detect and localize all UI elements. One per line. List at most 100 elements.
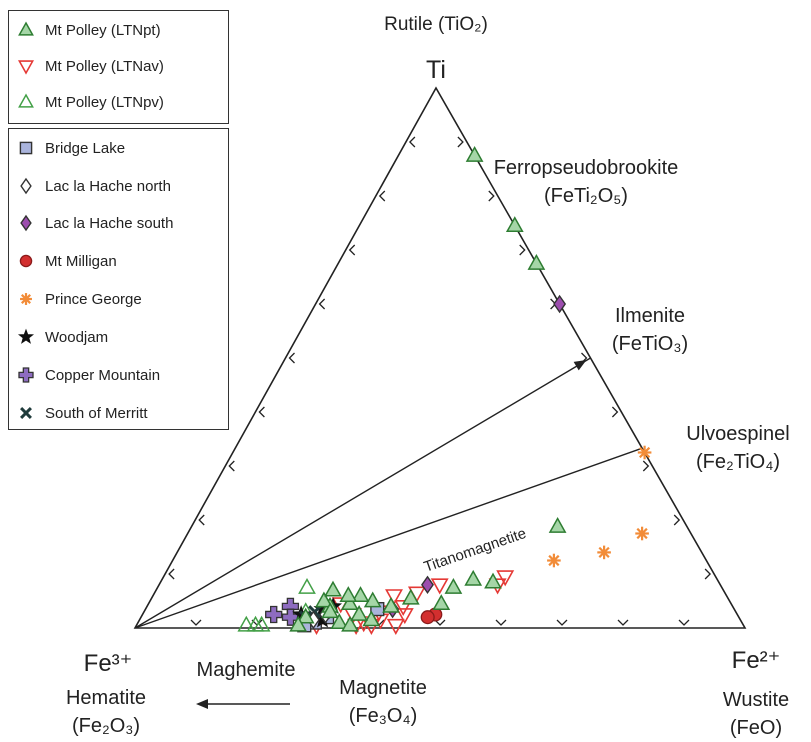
point-mt-polley-ltnpt: [444, 577, 463, 594]
ulvoespinel-tie-line: [134, 447, 643, 629]
star-marker-icon: [17, 328, 35, 344]
point-mt-polley-ltnpt: [330, 613, 349, 629]
ulvoespinel-label: Ulvoespinel: [686, 423, 789, 445]
point-prince-george: [635, 526, 649, 541]
point-mt-polley-ltnpt: [289, 615, 308, 632]
cross-marker-icon: [18, 367, 34, 383]
point-mt-polley-ltnpt: [296, 607, 315, 624]
left-edge-tick: [258, 406, 265, 418]
fe3-vertex-label: Fe³⁺: [84, 650, 133, 677]
left-edge-tick: [408, 136, 416, 148]
left-edge-tick: [318, 298, 326, 310]
point-mt-polley-ltnpt: [464, 569, 483, 586]
legend-mt-polley: Mt Polley (LTNpt) Mt Polley (LTNav) Mt P…: [8, 10, 229, 124]
point-mt-polley-ltnpt: [321, 602, 339, 619]
wustite-label: Wustite: [723, 689, 789, 711]
left-edge-tick: [348, 244, 356, 256]
point-mt-polley-ltnpt: [351, 586, 370, 602]
point-mt-polley-ltnpt: [339, 586, 358, 602]
legend-label: Mt Polley (LTNpt): [45, 21, 161, 39]
ti-vertex-label: Ti: [426, 56, 446, 84]
legend-label: Lac la Hache north: [45, 177, 171, 195]
point-mt-polley-ltnpt: [362, 610, 381, 627]
legend-item-mt-polley-ltnpv: Mt Polley (LTNpv): [17, 91, 164, 113]
point-mt-polley-ltnav: [386, 618, 405, 635]
legend-label: Lac la Hache south: [45, 214, 174, 232]
right-edge-tick: [519, 244, 526, 256]
triangle-up-marker-icon: [18, 93, 34, 108]
left-edge-tick: [378, 190, 386, 202]
point-mt-polley-ltnpv: [298, 577, 316, 594]
point-lac-la-hache-south: [421, 575, 434, 595]
ilmenite-label: Ilmenite: [615, 305, 685, 327]
ferropseudobrookite-label: Ferropseudobrookite: [494, 157, 679, 179]
maghemite-arrowhead: [196, 699, 208, 709]
point-mt-polley-ltnpt: [350, 604, 368, 621]
legend-label: Woodjam: [45, 328, 109, 346]
point-mt-polley-ltnpt: [341, 615, 359, 632]
point-mt-polley-ltnav: [385, 589, 403, 606]
right-edge-tick: [673, 514, 681, 526]
rutile-label: Rutile (TiO₂): [384, 14, 488, 35]
legend-item-copper-mountain: Copper Mountain: [17, 364, 160, 386]
legend-item-prince-george: Prince George: [17, 288, 142, 310]
point-mt-milligan: [420, 610, 435, 625]
legend-label: Copper Mountain: [45, 366, 161, 384]
titanomagnetite-label: Titanomagnetite: [422, 525, 529, 576]
circle-marker-icon: [19, 254, 33, 268]
right-edge-tick: [611, 406, 619, 418]
legend-item-woodjam: Woodjam: [17, 326, 108, 348]
point-prince-george: [547, 553, 561, 568]
point-lac-la-hache-south: [553, 294, 567, 314]
bottom-edge-tick: [678, 619, 690, 626]
point-mt-polley-ltnav: [395, 608, 414, 625]
left-edge-tick: [168, 568, 175, 580]
point-mt-polley-ltnpv: [252, 615, 271, 632]
bottom-edge-tick: [434, 619, 446, 626]
legend-label: South of Merritt: [45, 404, 148, 422]
right-edge-tick: [704, 568, 712, 580]
magnetite-label: Magnetite: [339, 677, 427, 699]
triangle-down-marker-icon: [17, 60, 35, 75]
magnetite-formula: (Fe₃O₄): [349, 705, 418, 727]
wustite-formula: (FeO): [730, 717, 782, 739]
asterisk-marker-icon: [20, 293, 32, 305]
legend-deposits: Bridge Lake Lac la Hache north Lac la Ha…: [8, 128, 229, 430]
point-mt-polley-ltnav: [496, 570, 515, 587]
bottom-edge-tick: [617, 619, 629, 626]
point-mt-polley-ltnpt: [324, 580, 342, 597]
legend-label: Mt Polley (LTNpv): [45, 93, 164, 111]
bottom-edge-tick: [495, 619, 507, 626]
point-mt-polley-ltnpt: [465, 145, 484, 162]
point-mt-polley-ltnav: [394, 600, 413, 617]
point-mt-polley-ltnpt: [363, 591, 382, 608]
point-mt-polley-ltnpt: [382, 596, 400, 613]
point-mt-polley-ltnpv: [237, 615, 256, 632]
legend-item-south-of-merritt: South of Merritt: [17, 402, 148, 424]
point-mt-polley-ltnav: [430, 578, 449, 595]
ilmenite-tie-line: [134, 357, 591, 629]
right-edge-tick: [642, 460, 650, 472]
hematite-label: Hematite: [66, 687, 146, 709]
legend-item-mt-milligan: Mt Milligan: [17, 250, 117, 272]
point-mt-polley-ltnpt: [548, 516, 567, 533]
diamond-marker-icon: [20, 214, 32, 232]
right-edge-tick: [488, 190, 495, 202]
maghemite-label: Maghemite: [197, 659, 296, 681]
point-mt-polley-ltnpt: [432, 594, 451, 611]
legend-item-bridge-lake: Bridge Lake: [17, 137, 125, 159]
legend-label: Bridge Lake: [45, 139, 126, 157]
hematite-formula: (Fe₂O₃): [72, 715, 140, 737]
point-mt-polley-ltnpt: [401, 588, 420, 605]
bottom-edge-tick: [190, 619, 202, 626]
legend-label: Mt Milligan: [45, 252, 117, 270]
triangle-up-marker-icon: [18, 21, 34, 36]
point-mt-polley-ltnpt: [340, 594, 359, 611]
legend-label: Prince George: [45, 290, 142, 308]
legend-item-lac-la-hache-south: Lac la Hache south: [17, 212, 173, 234]
legend-item-mt-polley-ltnpt: Mt Polley (LTNpt): [17, 19, 161, 41]
right-edge-tick: [581, 352, 588, 364]
diamond-marker-icon: [20, 177, 32, 195]
ferropseudobrookite-formula: (FeTi₂O₅): [544, 185, 628, 207]
legend-item-mt-polley-ltnav: Mt Polley (LTNav): [17, 55, 164, 77]
